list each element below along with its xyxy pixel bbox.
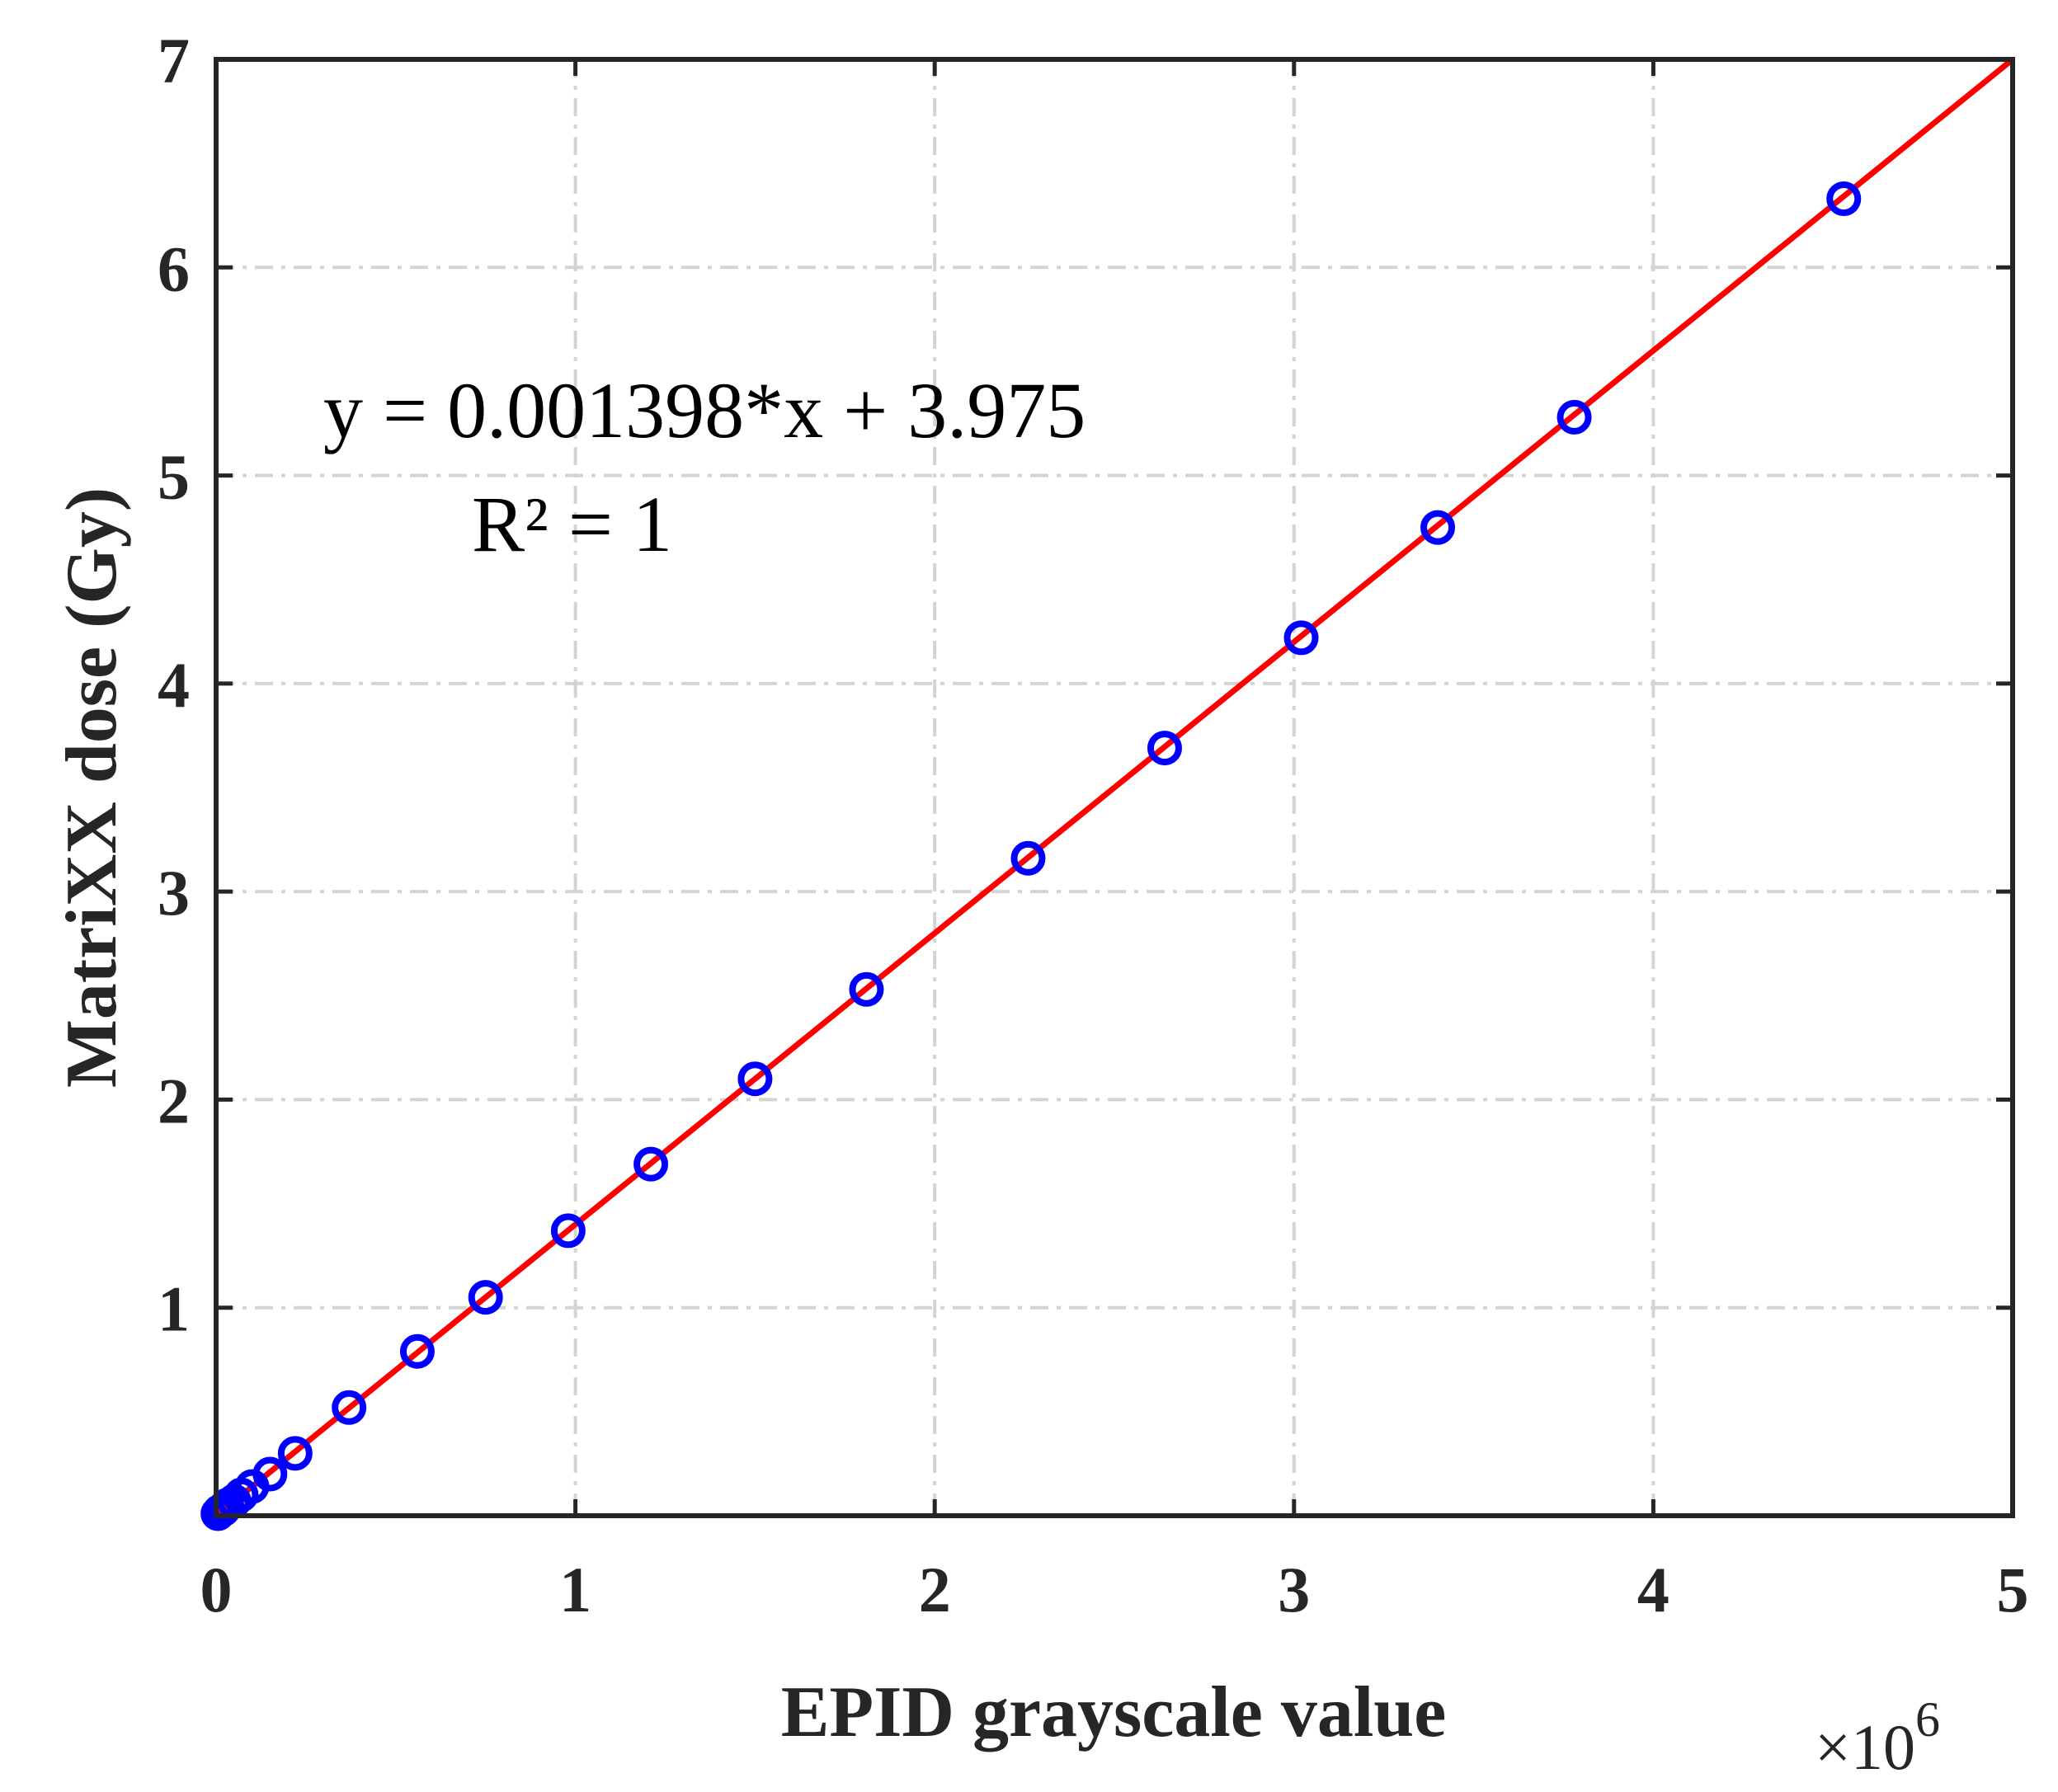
y-tick-label: 6: [158, 233, 190, 304]
y-tick-label: 4: [158, 649, 190, 721]
y-tick-label: 5: [158, 441, 190, 513]
data-point: [399, 1333, 435, 1369]
x-tick-label: 0: [200, 1554, 233, 1625]
y-tick-label: 1: [158, 1273, 190, 1345]
y-tick-label: 7: [158, 25, 190, 96]
fit-equation-annotation: y = 0.001398*x + 3.975: [323, 366, 1086, 454]
x-tick-label: 4: [1637, 1554, 1669, 1625]
y-axis-label: MatriXX dose (Gy): [52, 487, 132, 1088]
data-point: [737, 1061, 773, 1097]
data-point: [1010, 840, 1046, 876]
data-points: [200, 181, 1862, 1531]
fit-line: [214, 57, 2015, 1518]
y-tick-label: 2: [158, 1065, 190, 1136]
fit-line-layer: [214, 57, 2015, 1518]
x-multiplier-exponent: 6: [1915, 1692, 1940, 1747]
r-squared-annotation: R² = 1: [472, 480, 672, 568]
x-tick-label: 3: [1278, 1554, 1310, 1625]
x-multiplier-base: ×10: [1815, 1711, 1915, 1783]
data-point: [468, 1280, 503, 1315]
data-point: [277, 1436, 313, 1471]
data-point: [252, 1456, 288, 1492]
x-axis-label: EPID grayscale value: [781, 1672, 1447, 1752]
data-point: [1283, 620, 1319, 656]
grid-lines: [216, 59, 2013, 1516]
x-tick-label: 1: [559, 1554, 591, 1625]
data-point: [1556, 399, 1592, 435]
axis-ticks: 0 1 2 3 4 5 1 2 3 4 5 6 7: [158, 25, 2029, 1625]
plot-frame: [214, 57, 2015, 1518]
data-point: [1420, 510, 1456, 545]
x-axis-multiplier: ×106: [1815, 1692, 1940, 1783]
data-point: [633, 1146, 669, 1182]
data-point: [1826, 181, 1862, 217]
x-tick-label: 2: [919, 1554, 951, 1625]
data-point: [550, 1213, 586, 1249]
x-tick-label: 5: [1997, 1554, 2029, 1625]
data-point: [1147, 731, 1182, 766]
y-tick-label: 3: [158, 857, 190, 929]
data-point: [849, 971, 884, 1007]
data-point: [332, 1390, 367, 1425]
